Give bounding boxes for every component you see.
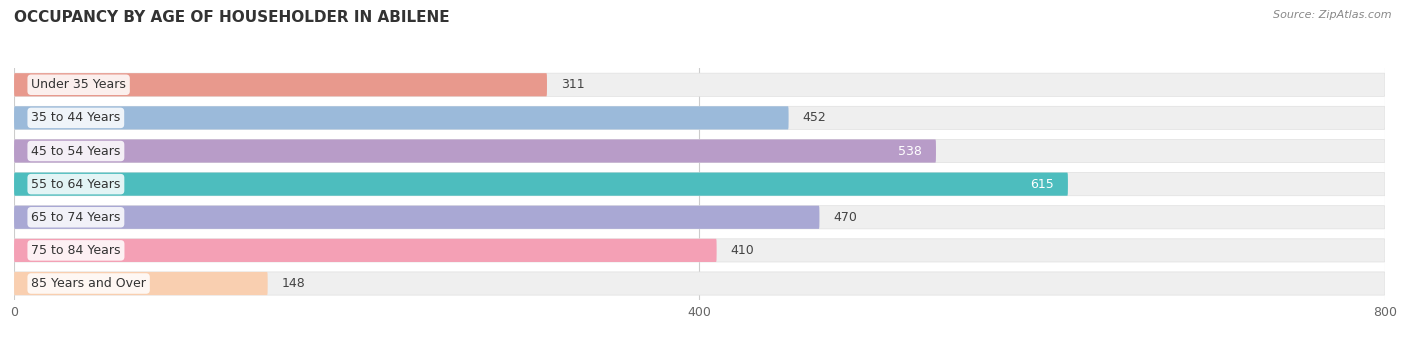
Text: 410: 410 — [730, 244, 754, 257]
FancyBboxPatch shape — [14, 73, 547, 97]
Text: 538: 538 — [898, 145, 922, 158]
Text: OCCUPANCY BY AGE OF HOUSEHOLDER IN ABILENE: OCCUPANCY BY AGE OF HOUSEHOLDER IN ABILE… — [14, 10, 450, 25]
Text: 311: 311 — [561, 78, 585, 91]
FancyBboxPatch shape — [14, 239, 1385, 262]
FancyBboxPatch shape — [14, 272, 1385, 295]
Text: 35 to 44 Years: 35 to 44 Years — [31, 112, 121, 124]
Text: 452: 452 — [803, 112, 827, 124]
Text: 615: 615 — [1031, 178, 1054, 191]
Text: 65 to 74 Years: 65 to 74 Years — [31, 211, 121, 224]
FancyBboxPatch shape — [14, 106, 1385, 130]
Text: 470: 470 — [834, 211, 858, 224]
FancyBboxPatch shape — [14, 272, 267, 295]
FancyBboxPatch shape — [14, 73, 1385, 97]
FancyBboxPatch shape — [14, 139, 1385, 163]
FancyBboxPatch shape — [14, 206, 820, 229]
FancyBboxPatch shape — [14, 173, 1069, 196]
Text: 45 to 54 Years: 45 to 54 Years — [31, 145, 121, 158]
Text: Source: ZipAtlas.com: Source: ZipAtlas.com — [1274, 10, 1392, 20]
Text: Under 35 Years: Under 35 Years — [31, 78, 127, 91]
FancyBboxPatch shape — [14, 173, 1385, 196]
Text: 148: 148 — [281, 277, 305, 290]
FancyBboxPatch shape — [14, 139, 936, 163]
Text: 55 to 64 Years: 55 to 64 Years — [31, 178, 121, 191]
FancyBboxPatch shape — [14, 206, 1385, 229]
Text: 75 to 84 Years: 75 to 84 Years — [31, 244, 121, 257]
FancyBboxPatch shape — [14, 239, 717, 262]
Text: 85 Years and Over: 85 Years and Over — [31, 277, 146, 290]
FancyBboxPatch shape — [14, 106, 789, 130]
